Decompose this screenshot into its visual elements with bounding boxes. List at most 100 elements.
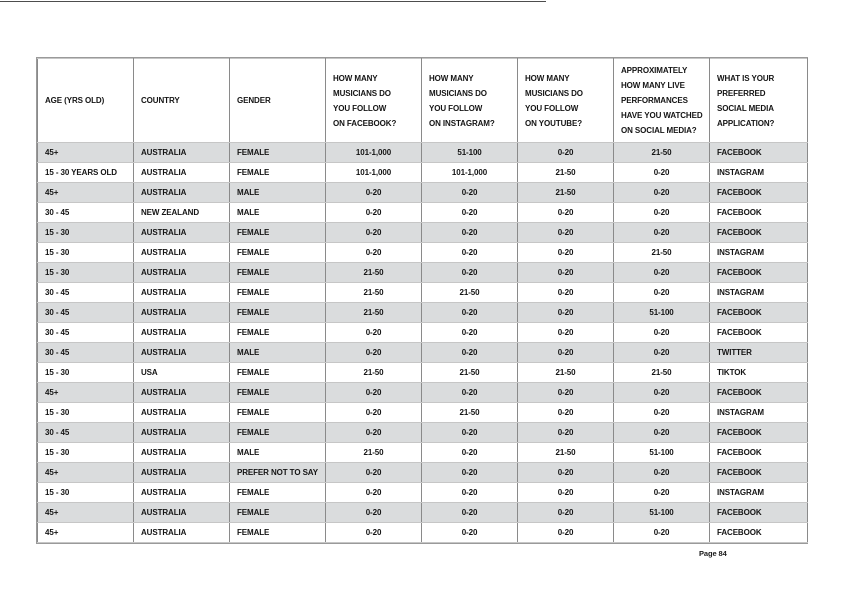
table-row: 15 - 30 AUSTRALIA FEMALE 0-20 0-20 0-20 0-20 FA… xyxy=(37,222,808,243)
cell-gender: PREFER NOT TO SAY xyxy=(229,462,326,483)
cell-gender: FEMALE xyxy=(229,302,326,323)
cell-gender: FEMALE xyxy=(229,282,326,303)
cell-instagram_follow: 0-20 xyxy=(421,302,518,323)
table-row: 15 - 30 AUSTRALIA FEMALE 21-50 0-20 0-20 0-20 F… xyxy=(37,262,808,283)
cell-country: AUSTRALIA xyxy=(133,382,230,403)
table-row: 30 - 45 AUSTRALIA MALE 0-20 0-20 0-20 0-20 TWIT… xyxy=(37,342,808,363)
cell-gender: FEMALE xyxy=(229,402,326,423)
page-number: Page 84 xyxy=(699,549,727,558)
cell-age: 30 - 45 xyxy=(37,282,134,303)
column-header-country: COUNTRY xyxy=(133,58,230,143)
cell-live_performances: 0-20 xyxy=(613,402,710,423)
cell-preferred_app: FACEBOOK xyxy=(709,522,808,543)
cell-country: USA xyxy=(133,362,230,383)
cell-live_performances: 0-20 xyxy=(613,522,710,543)
cell-live_performances: 0-20 xyxy=(613,162,710,183)
page-top-rule xyxy=(0,1,546,2)
cell-facebook_follow: 0-20 xyxy=(325,242,422,263)
cell-live_performances: 0-20 xyxy=(613,322,710,343)
column-header-youtube-follow: HOW MANY MUSICIANS DO YOU FOLLOW ON YOUT… xyxy=(517,58,614,143)
cell-age: 15 - 30 xyxy=(37,442,134,463)
cell-youtube_follow: 0-20 xyxy=(517,462,614,483)
cell-instagram_follow: 0-20 xyxy=(421,522,518,543)
cell-country: AUSTRALIA xyxy=(133,322,230,343)
cell-age: 30 - 45 xyxy=(37,302,134,323)
cell-live_performances: 0-20 xyxy=(613,462,710,483)
cell-facebook_follow: 0-20 xyxy=(325,222,422,243)
cell-gender: MALE xyxy=(229,182,326,203)
cell-facebook_follow: 101-1,000 xyxy=(325,162,422,183)
cell-preferred_app: FACEBOOK xyxy=(709,222,808,243)
cell-country: AUSTRALIA xyxy=(133,142,230,163)
cell-instagram_follow: 0-20 xyxy=(421,262,518,283)
cell-facebook_follow: 0-20 xyxy=(325,462,422,483)
cell-instagram_follow: 0-20 xyxy=(421,442,518,463)
column-header-facebook-follow: HOW MANY MUSICIANS DO YOU FOLLOW ON FACE… xyxy=(325,58,422,143)
cell-youtube_follow: 21-50 xyxy=(517,182,614,203)
cell-facebook_follow: 21-50 xyxy=(325,282,422,303)
cell-facebook_follow: 21-50 xyxy=(325,362,422,383)
cell-country: AUSTRALIA xyxy=(133,462,230,483)
cell-youtube_follow: 21-50 xyxy=(517,442,614,463)
cell-preferred_app: FACEBOOK xyxy=(709,382,808,403)
cell-instagram_follow: 21-50 xyxy=(421,402,518,423)
cell-gender: FEMALE xyxy=(229,382,326,403)
cell-facebook_follow: 101-1,000 xyxy=(325,142,422,163)
cell-gender: FEMALE xyxy=(229,262,326,283)
cell-facebook_follow: 0-20 xyxy=(325,322,422,343)
cell-age: 15 - 30 YEARS OLD xyxy=(37,162,134,183)
cell-youtube_follow: 0-20 xyxy=(517,342,614,363)
cell-age: 15 - 30 xyxy=(37,242,134,263)
cell-facebook_follow: 0-20 xyxy=(325,382,422,403)
table-row: 45+ AUSTRALIA PREFER NOT TO SAY 0-20 0-20 0-2… xyxy=(37,462,808,483)
cell-live_performances: 51-100 xyxy=(613,502,710,523)
table-row: 45+ AUSTRALIA FEMALE 0-20 0-20 0-20 0-20 FACEBO… xyxy=(37,522,808,543)
cell-live_performances: 0-20 xyxy=(613,222,710,243)
cell-age: 45+ xyxy=(37,502,134,523)
cell-country: AUSTRALIA xyxy=(133,402,230,423)
cell-live_performances: 0-20 xyxy=(613,382,710,403)
cell-preferred_app: FACEBOOK xyxy=(709,262,808,283)
cell-live_performances: 0-20 xyxy=(613,482,710,503)
cell-instagram_follow: 0-20 xyxy=(421,462,518,483)
cell-youtube_follow: 0-20 xyxy=(517,322,614,343)
cell-live_performances: 21-50 xyxy=(613,362,710,383)
cell-preferred_app: INSTAGRAM xyxy=(709,242,808,263)
cell-live_performances: 51-100 xyxy=(613,442,710,463)
table-row: 15 - 30 AUSTRALIA FEMALE 0-20 0-20 0-20 0-20 IN… xyxy=(37,482,808,503)
cell-age: 45+ xyxy=(37,462,134,483)
cell-age: 15 - 30 xyxy=(37,262,134,283)
cell-country: AUSTRALIA xyxy=(133,442,230,463)
cell-preferred_app: FACEBOOK xyxy=(709,462,808,483)
cell-facebook_follow: 0-20 xyxy=(325,482,422,503)
table-header-row: AGE (YRS OLD) COUNTRY GENDER HOW MANY MU… xyxy=(37,58,808,143)
cell-country: AUSTRALIA xyxy=(133,282,230,303)
cell-preferred_app: INSTAGRAM xyxy=(709,162,808,183)
cell-live_performances: 51-100 xyxy=(613,302,710,323)
cell-youtube_follow: 0-20 xyxy=(517,482,614,503)
table-row: 45+ AUSTRALIA FEMALE 101-1,000 51-100 0-20 21-… xyxy=(37,142,808,163)
cell-live_performances: 0-20 xyxy=(613,262,710,283)
cell-preferred_app: TIKTOK xyxy=(709,362,808,383)
cell-country: AUSTRALIA xyxy=(133,262,230,283)
cell-facebook_follow: 0-20 xyxy=(325,422,422,443)
cell-preferred_app: TWITTER xyxy=(709,342,808,363)
cell-youtube_follow: 0-20 xyxy=(517,422,614,443)
cell-age: 45+ xyxy=(37,182,134,203)
cell-instagram_follow: 0-20 xyxy=(421,242,518,263)
table-row: 15 - 30 AUSTRALIA FEMALE 0-20 0-20 0-20 21-50 I… xyxy=(37,242,808,263)
cell-live_performances: 0-20 xyxy=(613,202,710,223)
cell-instagram_follow: 0-20 xyxy=(421,182,518,203)
cell-instagram_follow: 0-20 xyxy=(421,322,518,343)
cell-gender: FEMALE xyxy=(229,482,326,503)
column-header-preferred-app: WHAT IS YOUR PREFERRED SOCIAL MEDIA APPL… xyxy=(709,58,808,143)
cell-instagram_follow: 0-20 xyxy=(421,482,518,503)
cell-gender: FEMALE xyxy=(229,322,326,343)
cell-preferred_app: FACEBOOK xyxy=(709,422,808,443)
cell-preferred_app: FACEBOOK xyxy=(709,442,808,463)
cell-age: 45+ xyxy=(37,522,134,543)
cell-youtube_follow: 0-20 xyxy=(517,522,614,543)
cell-youtube_follow: 0-20 xyxy=(517,502,614,523)
cell-preferred_app: FACEBOOK xyxy=(709,322,808,343)
cell-gender: FEMALE xyxy=(229,222,326,243)
